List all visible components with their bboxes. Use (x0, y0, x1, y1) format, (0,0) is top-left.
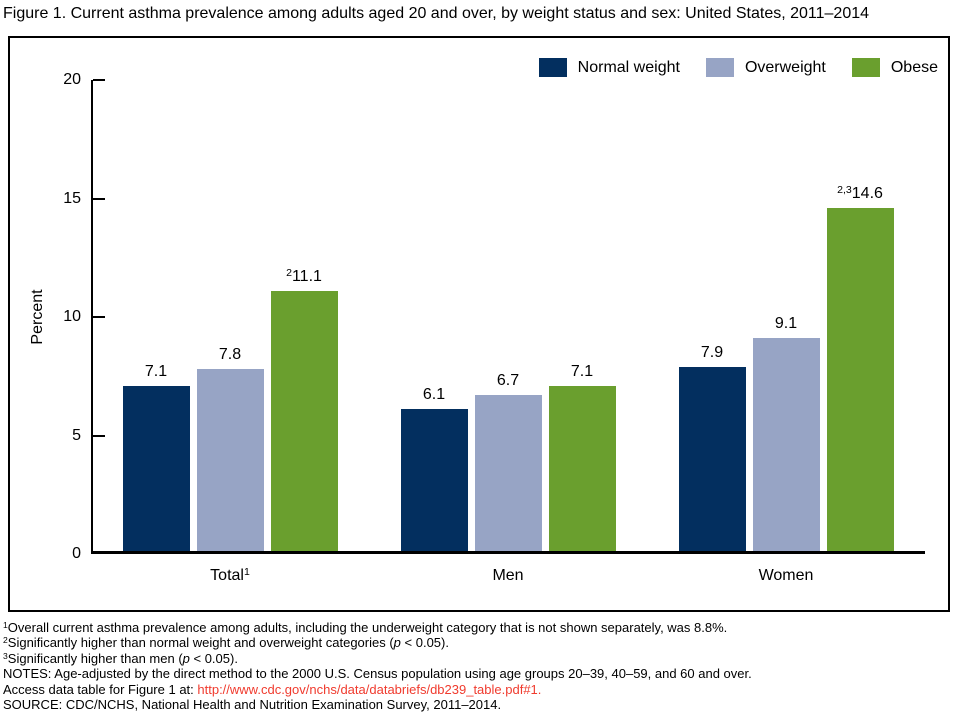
legend: Normal weight Overweight Obese (538, 58, 938, 77)
legend-swatch-normal-weight (538, 58, 567, 77)
value-label-women-overweight: 9.1 (774, 315, 798, 332)
footnote-line-4: NOTES: Age-adjusted by the direct method… (3, 666, 752, 681)
footnote-superscript: 2 (3, 635, 8, 646)
legend-label-normal-weight: Normal weight (577, 58, 680, 76)
y-axis-line (91, 80, 93, 554)
y-tick-label-15: 15 (63, 189, 81, 207)
legend-label-overweight: Overweight (744, 58, 826, 76)
value-label-men-overweight: 6.7 (496, 372, 520, 389)
footnote-text: p (182, 650, 190, 666)
footnote-text: Access data table for Figure 1 at: (3, 681, 198, 697)
bar-total-obese (270, 291, 338, 554)
footnote-text: Overall current asthma prevalence among … (7, 620, 728, 635)
y-tick-label-5: 5 (72, 426, 81, 444)
value-label-men-obese: 7.1 (570, 363, 594, 380)
value-label-women-obese: 2,314.6 (837, 183, 883, 202)
y-tick-5 (93, 434, 105, 437)
legend-swatch-overweight (705, 58, 734, 77)
x-axis-line (91, 551, 925, 554)
legend-swatch-obese (851, 58, 880, 77)
y-tick-10 (93, 316, 105, 318)
chart-frame: Normal weight Overweight Obese (8, 36, 950, 612)
legend-item-overweight: Overweight (705, 58, 826, 77)
y-tick-label-0: 0 (72, 545, 81, 562)
legend-item-obese: Obese (851, 58, 938, 77)
footnote-line-2: 2Significantly higher than normal weight… (3, 635, 752, 650)
figure-title: Figure 1. Current asthma prevalence amon… (3, 5, 870, 22)
y-tick-20 (93, 79, 105, 81)
footnote-line-5: Access data table for Figure 1 at: http:… (3, 682, 752, 697)
value-label-women-normal-weight: 7.9 (700, 344, 724, 361)
footnote-line-3: 3Significantly higher than men (p < 0.05… (3, 651, 752, 666)
footnote-text: NOTES: Age-adjusted by the direct method… (3, 666, 752, 682)
legend-item-normal-weight: Normal weight (538, 58, 680, 77)
footnote-text: Significantly higher than normal weight … (7, 635, 394, 651)
footnote-superscript: 1 (3, 619, 8, 630)
footnote-text: < 0.05). (400, 635, 449, 651)
footnotes: 1Overall current asthma prevalence among… (3, 620, 752, 712)
footnote-text: Significantly higher than men ( (7, 650, 183, 666)
bar-men-obese (548, 386, 616, 554)
category-label-men: Men (492, 567, 524, 584)
footnote-text: SOURCE: CDC/NCHS, National Health and Nu… (3, 697, 502, 713)
footnote-text: < 0.05). (189, 650, 238, 666)
footnote-text: p (393, 635, 401, 651)
legend-label-obese: Obese (890, 58, 938, 76)
footnote-superscript: 3 (3, 650, 8, 661)
bar-women-normal-weight (678, 367, 746, 554)
bar-men-overweight (474, 395, 542, 554)
bar-total-normal-weight (122, 386, 190, 554)
value-label-total-normal-weight: 7.1 (144, 363, 168, 380)
footnote-line-6: SOURCE: CDC/NCHS, National Health and Nu… (3, 697, 752, 712)
data-table-link[interactable]: http://www.cdc.gov/nchs/data/databriefs/… (197, 681, 542, 697)
y-tick-label-10: 10 (63, 308, 81, 325)
category-label-women: Women (758, 567, 814, 584)
bar-total-overweight (196, 369, 264, 554)
bar-women-obese (826, 208, 894, 554)
category-label-total: Total1 (210, 565, 250, 584)
value-label-men-normal-weight: 6.1 (422, 386, 446, 403)
bar-women-overweight (752, 338, 820, 554)
plot-area: Percent 0 5 10 15 20 7.1 7.8 211.1 Total1 6.1 6.7 7… (29, 71, 925, 584)
bar-men-normal-weight (400, 409, 468, 554)
y-tick-label-20: 20 (63, 71, 81, 88)
value-label-total-obese: 211.1 (286, 266, 322, 285)
value-label-total-overweight: 7.8 (218, 346, 242, 363)
footnote-line-1: 1Overall current asthma prevalence among… (3, 620, 752, 635)
y-tick-15 (93, 197, 105, 200)
